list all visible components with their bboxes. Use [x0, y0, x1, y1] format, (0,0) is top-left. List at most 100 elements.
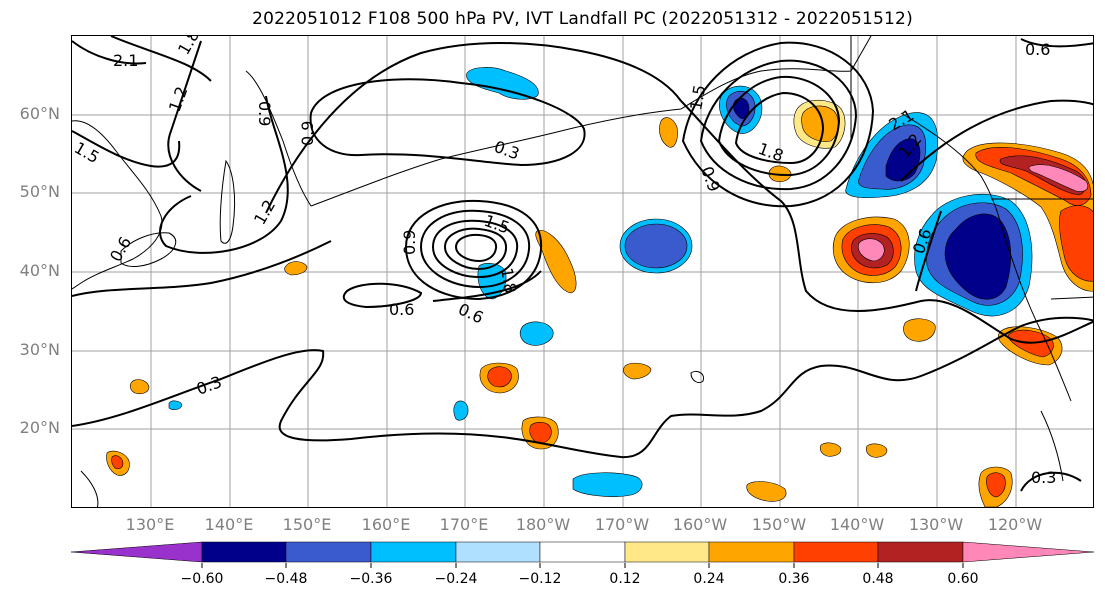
contour-ak-3 [717, 75, 841, 177]
shade-pos-small-a [659, 117, 678, 148]
shade-pos-ne-pink [1028, 164, 1089, 192]
contour-label: 1.5 [72, 138, 103, 167]
contour-label: 0.6 [455, 299, 486, 327]
shade-neg-aleutian [466, 67, 539, 100]
contour-0.6-east [680, 100, 1093, 344]
contour-0.6-low [432, 270, 542, 302]
shade-pos-s4 [903, 318, 936, 342]
shade-neg-central-inner [624, 223, 688, 269]
lon-label-180w: 180°W [515, 515, 571, 534]
contour-label: 0.3 [194, 372, 224, 399]
contour-label: 1.8 [756, 139, 786, 166]
contour-0.3-south [72, 316, 1093, 459]
contour-label: 1.5 [482, 211, 512, 238]
colorbar [70, 541, 1095, 568]
gridlines [72, 36, 1093, 507]
contour-0.6-ne [915, 210, 942, 292]
contour-right-1 [900, 99, 1093, 182]
shade-pos-s3 [623, 362, 652, 380]
coast-kamchatka [245, 70, 312, 207]
contour-label: 0.9 [255, 101, 274, 126]
contour-0.3-br [1020, 471, 1082, 492]
contour-1.5-left [72, 130, 181, 168]
contour-0.9-left [159, 95, 289, 254]
colorbar-tick-label: 0.48 [862, 571, 894, 587]
contour-0.6-mid [72, 240, 332, 297]
lat-label-60n: 60°N [19, 104, 60, 123]
contour-low-5 [454, 233, 498, 263]
shade-pos-s7 [284, 261, 308, 276]
shade-neg-south [572, 472, 643, 497]
contour-label: 1.2 [165, 84, 192, 114]
shade-pos-s8 [129, 379, 150, 395]
shade-neg-tiny [168, 400, 183, 410]
colorbar-segment [624, 541, 710, 563]
lon-label-130e: 130°E [125, 515, 175, 534]
contour-low-1 [404, 199, 543, 301]
shade-neg-mid1 [519, 321, 554, 346]
shade-pos-s9-red [111, 455, 124, 470]
colorbar-tick-label: 0.24 [693, 571, 725, 587]
colorbar-segment [877, 541, 964, 563]
contour-ak-4 [734, 91, 825, 165]
shade-pos-central-pink [858, 238, 885, 262]
shade-pos-s2-red [529, 422, 552, 444]
lon-label-120w: 120°W [987, 515, 1043, 534]
colorbar-tick-label: 0.60 [947, 571, 979, 587]
colorbar-tick-label: −0.24 [434, 571, 478, 587]
shade-pos-alaska-inner [801, 105, 839, 142]
coast-alaska [680, 36, 872, 110]
shade-pos-s11 [819, 442, 842, 457]
contour-1.8-left [110, 36, 212, 82]
lon-label-130w: 130°W [908, 515, 964, 534]
border-us-mexico [1050, 296, 1093, 300]
colorbar-tick-label: −0.36 [349, 571, 393, 587]
shade-pos-ne-east [1059, 205, 1093, 282]
colorbar-segment [708, 541, 795, 563]
contour-low-2 [419, 209, 531, 289]
contour-label: 0.3 [1031, 468, 1056, 487]
coast-asia-east [72, 120, 163, 290]
coast-sakhalin [219, 159, 236, 244]
colorbar-segment [539, 541, 626, 563]
contour-label: 0.9 [298, 121, 317, 146]
colorbar-segment [455, 541, 541, 563]
map-canvas: 2.1 1.8 1.2 0.9 1.5 0.9 1.2 0.6 0.3 1.5 … [72, 36, 1093, 507]
colorbar-segment [70, 541, 203, 563]
contour-label: 1.2 [250, 196, 279, 228]
shade-pos-s10 [746, 481, 787, 502]
pv-contours [72, 36, 1093, 492]
colorbar-segment [285, 541, 372, 563]
shade-pos-dateline [535, 230, 577, 294]
colorbar-segment [962, 541, 1095, 563]
colorbar-tick-label: −0.48 [264, 571, 308, 587]
figure-title: 2022051012 F108 500 hPa PV, IVT Landfall… [252, 9, 913, 29]
colorbar-segment [370, 541, 457, 563]
lon-label-140e: 140°E [204, 515, 254, 534]
contour-low-4 [443, 227, 508, 271]
shade-pos-s12 [865, 443, 888, 458]
colorbar-segment [793, 541, 879, 563]
lat-label-40n: 40°N [19, 261, 60, 280]
contour-0.6-island [342, 282, 423, 309]
lon-label-140w: 140°W [829, 515, 885, 534]
contour-0.6-tr [1020, 38, 1093, 48]
contour-ak-1 [681, 41, 875, 208]
lon-label-160w: 160°W [672, 515, 728, 534]
contour-0.6-big [265, 42, 682, 214]
lon-label-170e: 170°E [439, 515, 489, 534]
contour-0.3-north [309, 78, 586, 167]
coastlines [72, 36, 1093, 507]
map-panel: 2.1 1.8 1.2 0.9 1.5 0.9 1.2 0.6 0.3 1.5 … [71, 35, 1094, 508]
shade-neg-coast-core [944, 213, 1012, 300]
coast-philippines [80, 470, 99, 507]
shade-neg-small1 [453, 400, 469, 421]
lat-label-20n: 20°N [19, 418, 60, 437]
contour-label: 1.5 [686, 83, 709, 111]
colorbar-tick-label: 0.36 [778, 571, 810, 587]
colorbar-tick-label: 0.12 [609, 571, 641, 587]
lon-label-150e: 150°E [282, 515, 332, 534]
colorbar-tick-label: −0.60 [180, 571, 224, 587]
lat-label-50n: 50°N [19, 182, 60, 201]
